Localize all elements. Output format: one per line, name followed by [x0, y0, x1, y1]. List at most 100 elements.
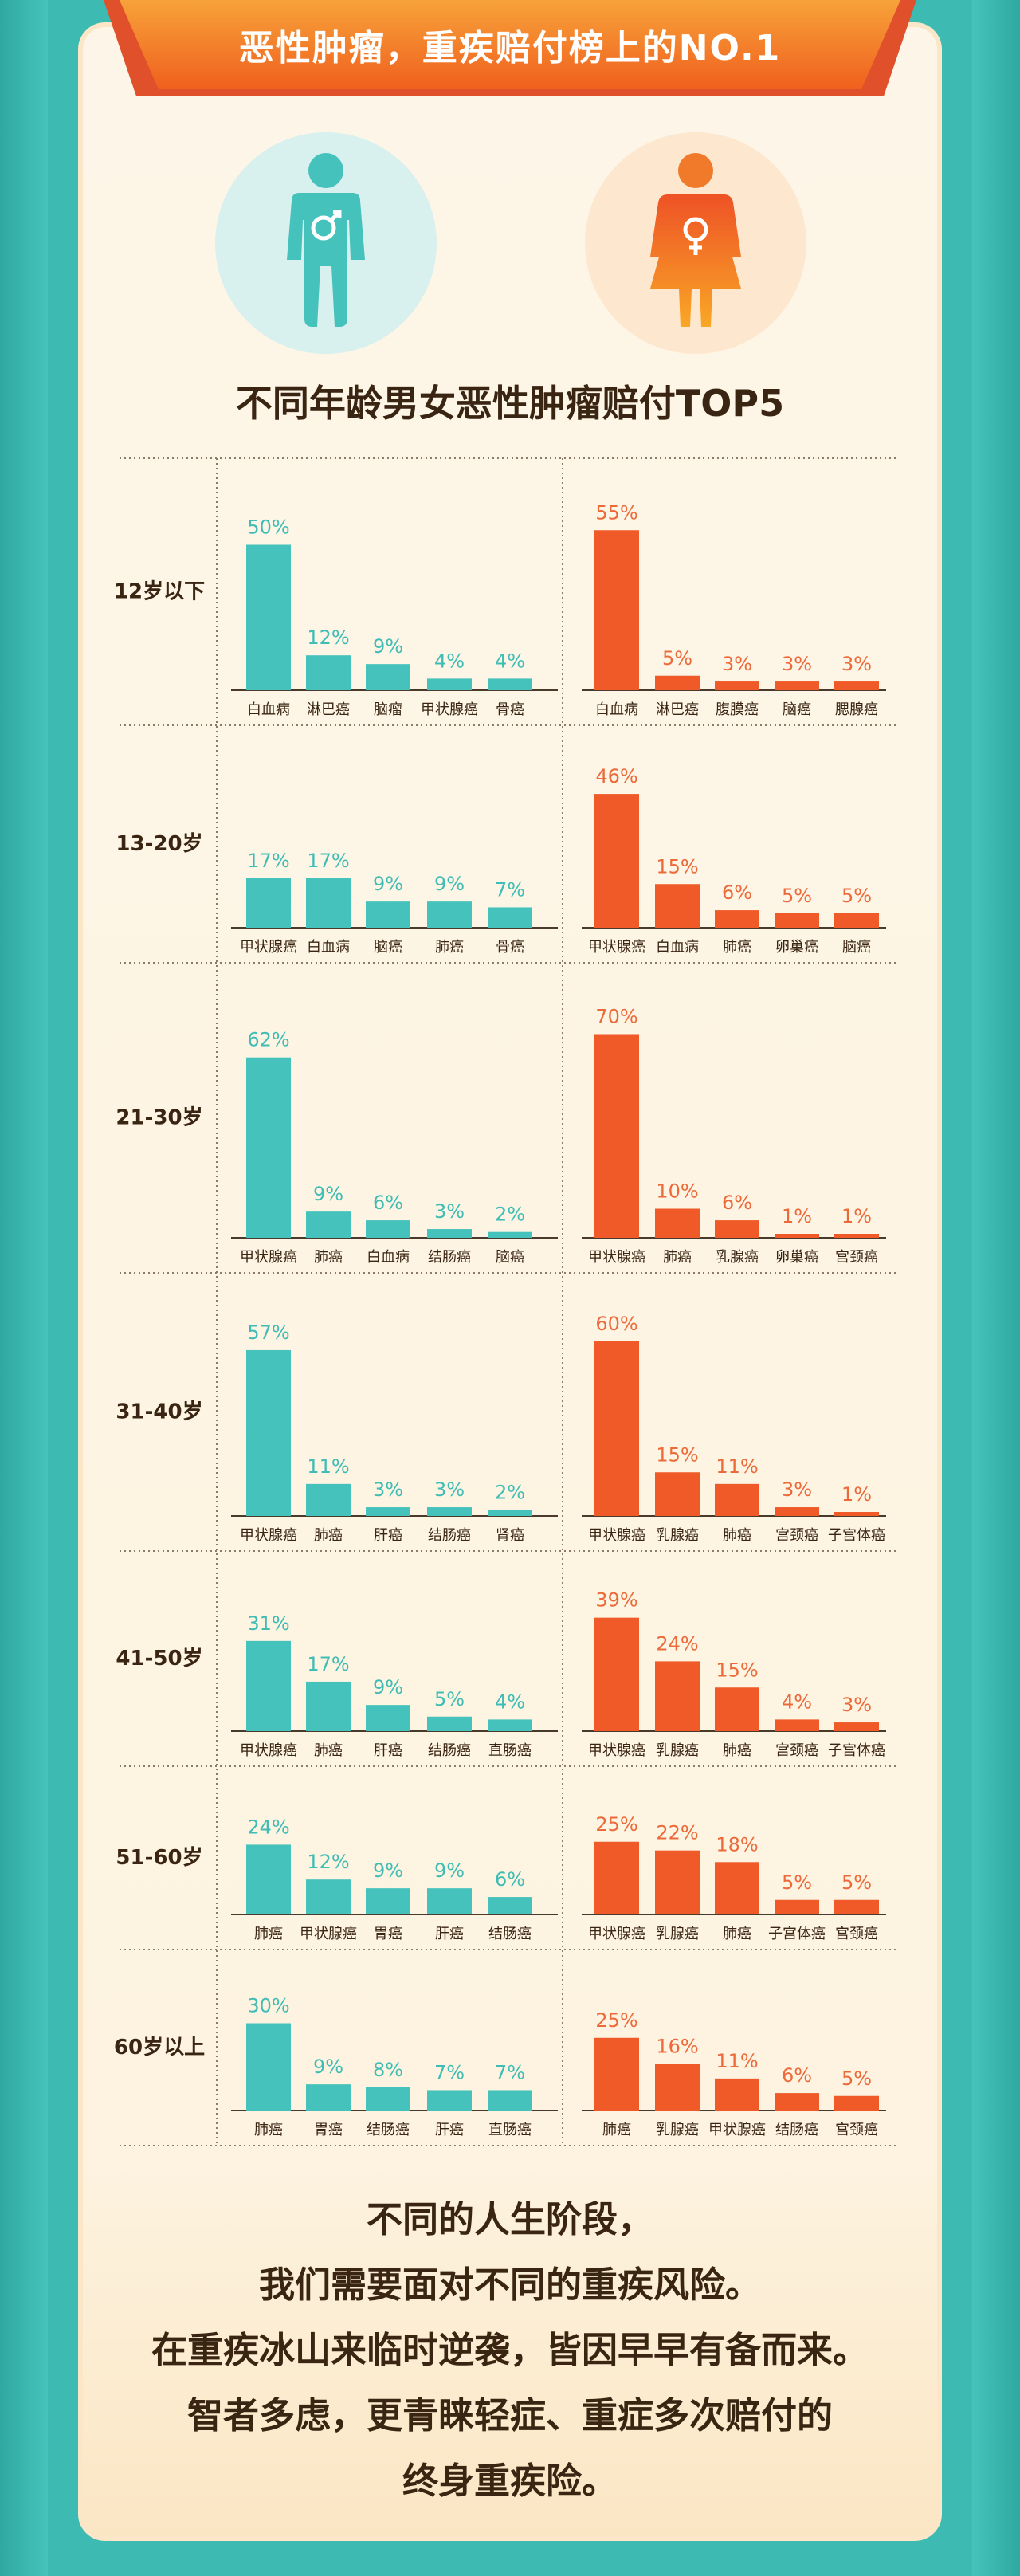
female-category-label: 卵巢癌	[775, 939, 818, 956]
female-category-label: 淋巴癌	[656, 701, 699, 718]
male-category-label: 胃癌	[314, 2122, 343, 2138]
female-value-label: 5%	[782, 885, 812, 907]
female-category-label: 甲状腺癌	[588, 1926, 645, 1942]
female-value-label: 3%	[722, 653, 752, 675]
male-bar	[366, 1507, 410, 1516]
female-bar	[834, 913, 879, 928]
male-bar	[246, 2023, 291, 2111]
female-bar	[775, 681, 819, 690]
male-category-label: 脑癌	[374, 939, 402, 956]
male-value-label: 2%	[495, 1204, 525, 1226]
male-value-label: 24%	[247, 1816, 289, 1838]
female-value-label: 16%	[656, 2036, 698, 2058]
male-bar	[488, 2090, 532, 2111]
male-category-label: 甲状腺癌	[421, 701, 478, 718]
female-icon-circle	[585, 132, 806, 354]
male-bar	[366, 1888, 410, 1914]
male-category-label: 骨癌	[496, 701, 524, 718]
male-bar	[306, 1483, 351, 1516]
female-bar	[594, 2037, 639, 2111]
female-bar	[715, 681, 759, 690]
female-bar	[715, 910, 759, 928]
male-category-label: 结肠癌	[488, 1926, 532, 1942]
male-category-label: 结肠癌	[428, 1249, 471, 1266]
right-border	[972, 0, 1020, 2576]
female-bar	[594, 1617, 639, 1731]
female-category-label: 乳腺癌	[656, 1926, 699, 1942]
male-category-label: 结肠癌	[428, 1527, 471, 1544]
female-bar	[655, 884, 700, 928]
female-bar	[655, 1661, 700, 1731]
female-category-label: 卵巢癌	[775, 1249, 818, 1266]
age-label: 51-60岁	[116, 1845, 202, 1870]
male-value-label: 3%	[373, 1478, 403, 1501]
male-category-label: 甲状腺癌	[240, 939, 297, 956]
male-bar	[488, 907, 532, 928]
male-value-label: 12%	[307, 1851, 349, 1873]
female-category-label: 宫颈癌	[835, 1926, 878, 1942]
female-category-label: 宫颈癌	[835, 2122, 878, 2138]
male-bar	[427, 1229, 472, 1238]
male-value-label: 57%	[247, 1321, 289, 1344]
female-bar	[594, 1841, 639, 1914]
male-category-label: 甲状腺癌	[240, 1742, 297, 1759]
female-category-label: 宫颈癌	[775, 1742, 818, 1759]
male-bar	[427, 678, 472, 690]
closing-line: 在重疾冰山来临时逆袭，皆因早早有备而来。	[151, 2329, 869, 2371]
male-category-label: 肝癌	[435, 2122, 464, 2138]
male-category-label: 肺癌	[314, 1742, 343, 1759]
male-value-label: 9%	[313, 1183, 343, 1205]
female-value-label: 1%	[782, 1205, 812, 1227]
male-category-label: 肝癌	[374, 1742, 402, 1759]
female-bar	[655, 675, 700, 690]
female-value-label: 46%	[595, 765, 638, 787]
male-value-label: 30%	[247, 1995, 289, 2017]
male-bar	[306, 2084, 351, 2111]
male-bar	[427, 1888, 472, 1914]
male-value-label: 9%	[313, 2056, 343, 2078]
male-category-label: 肺癌	[314, 1249, 343, 1266]
female-value-label: 39%	[595, 1589, 638, 1612]
female-bar	[594, 1341, 639, 1516]
male-value-label: 17%	[247, 850, 289, 872]
age-label: 60岁以上	[114, 2035, 205, 2060]
male-category-label: 白血病	[367, 1249, 410, 1266]
male-value-label: 2%	[495, 1482, 525, 1504]
female-value-label: 5%	[842, 2067, 872, 2090]
male-bar	[366, 1705, 410, 1731]
female-category-label: 白血病	[595, 701, 638, 718]
male-value-label: 31%	[247, 1612, 289, 1635]
female-category-label: 肺癌	[723, 1742, 751, 1759]
female-value-label: 1%	[842, 1205, 872, 1227]
female-value-label: 22%	[656, 1822, 698, 1844]
female-bar	[775, 1719, 819, 1731]
left-border	[0, 0, 48, 2576]
male-category-label: 肺癌	[254, 1926, 283, 1942]
female-category-label: 子宫体癌	[828, 1742, 885, 1759]
female-category-label: 肺癌	[723, 1926, 751, 1942]
female-bar	[655, 1472, 700, 1516]
female-category-label: 乳腺癌	[656, 1742, 699, 1759]
female-category-label: 脑癌	[783, 701, 811, 718]
age-label: 12岁以下	[114, 579, 205, 604]
male-icon-circle	[215, 132, 437, 354]
male-value-label: 17%	[307, 1653, 349, 1675]
male-category-label: 直肠癌	[488, 2122, 532, 2138]
male-value-label: 9%	[373, 1859, 403, 1882]
male-value-label: 3%	[434, 1200, 465, 1223]
male-value-label: 7%	[434, 2061, 465, 2083]
female-value-label: 70%	[595, 1006, 638, 1028]
female-value-label: 1%	[842, 1483, 872, 1506]
female-bar	[715, 1862, 759, 1914]
male-category-label: 肺癌	[314, 1527, 343, 1544]
female-category-label: 甲状腺癌	[588, 1249, 645, 1266]
male-category-label: 脑癌	[496, 1249, 524, 1266]
male-bar	[427, 1507, 472, 1516]
female-value-label: 18%	[716, 1833, 758, 1855]
male-category-label: 肺癌	[435, 939, 464, 956]
male-bar	[488, 1719, 532, 1731]
female-category-label: 甲状腺癌	[588, 1742, 645, 1759]
male-category-label: 甲状腺癌	[240, 1249, 297, 1266]
male-value-label: 9%	[373, 873, 403, 895]
male-bar	[427, 2090, 472, 2111]
